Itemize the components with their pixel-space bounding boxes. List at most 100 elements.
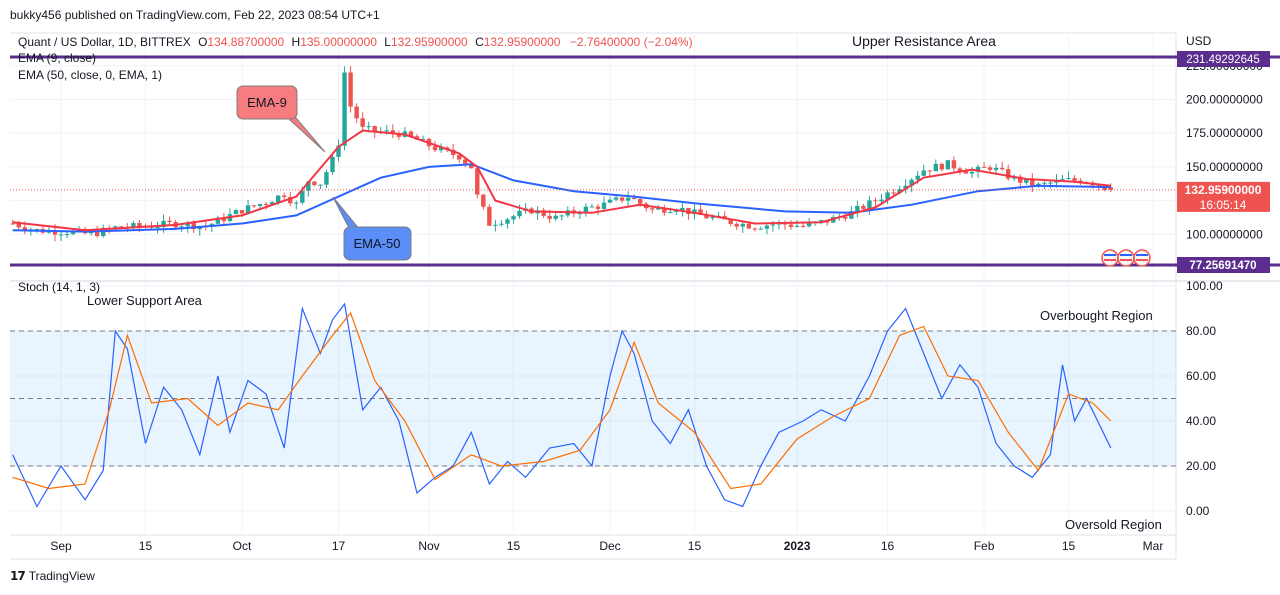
candle-body: [656, 208, 661, 210]
candle-body: [879, 199, 884, 202]
x-tick-label: 15: [1062, 539, 1076, 553]
tradingview-brand: TradingView: [28, 569, 95, 583]
candle-body: [957, 168, 963, 172]
svg-text:231.49292645: 231.49292645: [1186, 54, 1260, 66]
candle-body: [975, 166, 981, 172]
y-tick-label: 200.00000000: [1186, 92, 1263, 106]
svg-text:16:05:14: 16:05:14: [1200, 198, 1247, 212]
candle-body: [601, 202, 607, 209]
candle-body: [300, 190, 305, 203]
candle-body: [873, 200, 878, 202]
event-flags-icon[interactable]: [1101, 249, 1151, 267]
candle-body: [650, 208, 655, 210]
currency-label: USD: [1186, 34, 1212, 48]
candle-body: [221, 217, 227, 221]
candle-body: [113, 226, 118, 229]
candle-body: [58, 234, 64, 236]
candle-body: [794, 225, 800, 227]
stoch-legend[interactable]: Stoch (14, 1, 3): [18, 280, 100, 294]
stoch-tick-label: 60.00: [1186, 369, 1216, 383]
candle-body: [710, 217, 715, 219]
candle-body: [692, 209, 697, 215]
candle-body: [770, 224, 776, 226]
lower-level-tag: 77.25691470: [1177, 257, 1270, 273]
ema9-legend[interactable]: EMA (9, close): [18, 51, 96, 65]
candle-body: [318, 184, 323, 186]
stoch-axis-ticks: 0.00 20.00 40.00 60.00 80.00 100.00: [1186, 279, 1223, 518]
candle-body: [119, 226, 124, 228]
candle-body: [704, 214, 709, 219]
candle-body: [746, 223, 751, 229]
candle-body: [239, 210, 245, 214]
candle-body: [233, 210, 239, 215]
x-tick-label: 2023: [784, 539, 811, 553]
candle-body: [456, 154, 462, 160]
ohlc-legend[interactable]: Quant / US Dollar, 1D, BITTREX O134.8870…: [18, 35, 693, 49]
price-axis-ticks: 100.00000000125.00000000150.00000000175.…: [1186, 59, 1263, 242]
stoch-k-line: [12, 302, 1112, 508]
overbought-label: Overbought Region: [1040, 308, 1153, 323]
candle-body: [408, 131, 414, 137]
candle-body: [577, 213, 583, 215]
candle-body: [432, 146, 438, 151]
candle-body: [505, 219, 510, 224]
candle-body: [257, 204, 263, 207]
candle-body: [903, 185, 908, 190]
candle-body: [945, 160, 951, 170]
oversold-label: Oversold Region: [1065, 517, 1162, 532]
candle-body: [607, 199, 613, 203]
candle-body: [921, 170, 926, 176]
candle-body: [275, 195, 281, 203]
svg-text:132.95900000: 132.95900000: [1185, 183, 1262, 197]
publisher-line: bukky456 published on TradingView.com, F…: [10, 8, 380, 22]
candle-body: [897, 189, 902, 193]
candle-body: [963, 171, 969, 174]
candle-body: [94, 232, 100, 237]
candle-body: [740, 223, 745, 227]
stoch-tick-label: 20.00: [1186, 459, 1216, 473]
candle-body: [933, 163, 939, 172]
x-tick-label: 15: [688, 539, 702, 553]
candle-body: [993, 167, 999, 170]
candle-body: [1030, 178, 1035, 186]
tradingview-footer[interactable]: 𝟭𝟳 TradingView: [10, 569, 95, 583]
candle-body: [215, 217, 221, 224]
candle-body: [541, 210, 546, 216]
x-tick-label: Oct: [233, 539, 252, 553]
candle-body: [487, 206, 492, 226]
candle-body: [469, 163, 474, 169]
candle-body: [891, 192, 896, 194]
ema50-legend[interactable]: EMA (50, close, 0, EMA, 1): [18, 68, 162, 82]
candle-body: [1072, 178, 1077, 181]
candlesticks: [10, 65, 1113, 242]
candle-body: [1036, 183, 1041, 186]
ema50-line: [12, 163, 1111, 233]
candle-body: [384, 130, 389, 132]
candle-body: [547, 215, 552, 219]
y-tick-label: 100.00000000: [1186, 227, 1263, 241]
candle-body: [185, 222, 190, 227]
candle-body: [583, 206, 589, 214]
candle-body: [372, 126, 377, 132]
candle-body: [752, 228, 758, 230]
candle-body: [179, 226, 184, 228]
candle-body: [559, 215, 564, 217]
candle-body: [336, 145, 341, 157]
x-tick-label: 17: [332, 539, 346, 553]
candle-body: [631, 197, 637, 200]
candle-body: [1024, 178, 1029, 183]
stoch-tick-label: 40.00: [1186, 414, 1216, 428]
candle-body: [22, 227, 28, 231]
stoch-tick-label: 0.00: [1186, 504, 1210, 518]
candle-body: [420, 138, 426, 140]
stoch-tick-label: 100.00: [1186, 279, 1223, 293]
x-tick-label: Dec: [599, 539, 620, 553]
candle-body: [390, 130, 396, 134]
candle-body: [396, 133, 402, 137]
y-tick-label: 175.00000000: [1186, 126, 1263, 140]
candle-body: [1042, 182, 1047, 184]
stoch-d-line: [12, 311, 1112, 490]
candle-body: [589, 206, 595, 208]
candle-body: [867, 200, 872, 209]
